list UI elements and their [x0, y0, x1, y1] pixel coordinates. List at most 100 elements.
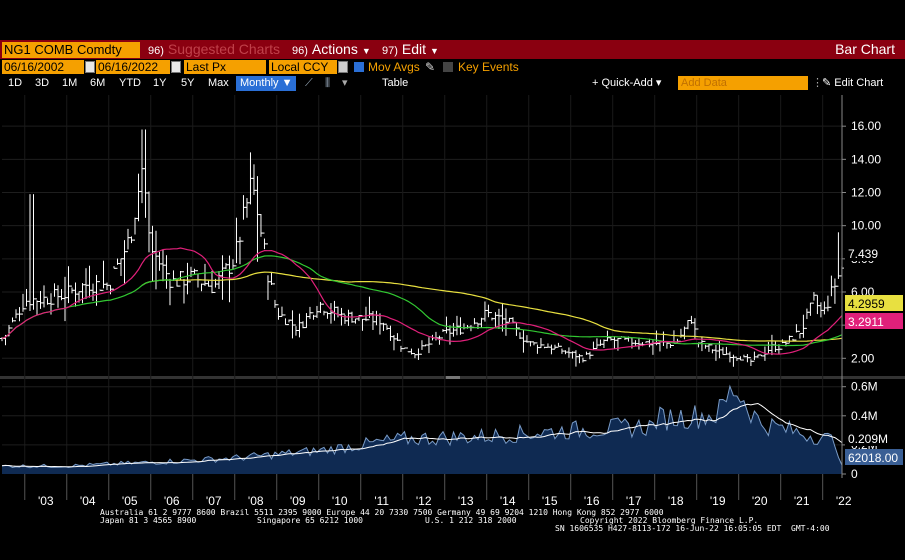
price-bar [157, 251, 162, 271]
price-bar [748, 357, 753, 367]
price-bar [199, 279, 204, 292]
price-bar [332, 300, 337, 321]
price-bar [594, 338, 599, 350]
moving-average-yellow [141, 271, 842, 342]
price-bar [160, 249, 165, 282]
dropdown-icon[interactable] [338, 61, 348, 73]
price-bar [279, 306, 284, 317]
volume-line [1, 384, 843, 469]
price-bar [832, 278, 837, 304]
footer-session: SN 1606535 H427-8113-172 16-Jun-22 16:05… [555, 524, 830, 533]
moving-average-magenta [1, 247, 843, 355]
edit-chart-button[interactable]: ✎ Edit Chart [822, 77, 884, 89]
price-bar [797, 330, 802, 339]
calendar-icon[interactable] [171, 61, 181, 73]
table-button[interactable]: Table [382, 77, 409, 89]
price-bar [374, 310, 379, 326]
price-bar [346, 309, 351, 326]
price-tick-label: 14.00 [851, 152, 881, 166]
key-events-checkbox[interactable] [443, 62, 453, 72]
price-bar [811, 292, 816, 304]
price-bar [132, 217, 137, 241]
header-bar [0, 40, 905, 59]
price-bar [286, 319, 291, 326]
price-bar [223, 262, 228, 270]
price-bar [706, 343, 711, 352]
svg-text:4.2959: 4.2959 [848, 297, 885, 311]
price-bar [311, 312, 316, 320]
chevron-down-icon[interactable]: ▾ [342, 77, 348, 89]
price-bar [202, 263, 207, 286]
period-1d[interactable]: 1D [8, 77, 23, 89]
quick-add-button[interactable]: + Quick-Add ▾ [592, 77, 662, 89]
pencil-icon[interactable]: ✎ [425, 60, 436, 74]
price-bar [143, 129, 148, 218]
end-date-field[interactable]: 06/16/2022 [96, 60, 170, 74]
price-bar [430, 334, 435, 345]
period-1y[interactable]: 1Y [153, 77, 167, 89]
ticker-field[interactable]: NG1 COMB Comdty [2, 42, 140, 58]
currency-select[interactable]: Local CCY [269, 60, 337, 74]
moving-average-green [1, 255, 843, 347]
price-bar [251, 164, 256, 195]
price-bar [458, 317, 463, 335]
bar-chart-icon[interactable]: ⫼ [325, 77, 331, 89]
period-6m[interactable]: 6M [90, 77, 106, 89]
start-date-field[interactable]: 06/16/2002 [2, 60, 84, 74]
actions-menu[interactable]: 96) Actions ▼ [292, 41, 371, 57]
price-bar [773, 341, 778, 352]
price-bar [580, 355, 585, 363]
x-tick-label: '15 [542, 494, 558, 508]
volume-area [2, 386, 842, 474]
price-bar [283, 314, 288, 326]
more-icon[interactable]: ⋮ [812, 77, 823, 89]
frequency-select[interactable]: Monthly ▼ [236, 76, 297, 91]
price-bar [682, 326, 687, 340]
price-bar [325, 311, 330, 319]
price-bar [678, 328, 683, 342]
price-bar [479, 317, 484, 328]
period-max[interactable]: Max [208, 77, 229, 89]
price-bar [17, 307, 22, 322]
price-bar [370, 311, 375, 330]
price-tick-label: 2.00 [851, 351, 875, 365]
price-bar [493, 312, 498, 329]
price-bar [426, 337, 431, 354]
price-bar [423, 344, 428, 347]
svg-text:3.2911: 3.2911 [848, 315, 884, 329]
price-bar [87, 265, 92, 298]
price-bar [766, 341, 771, 355]
price-bar [395, 333, 400, 342]
price-bar [591, 341, 596, 356]
price-bar [381, 322, 386, 331]
price-bar [549, 344, 554, 355]
price-bar [405, 347, 410, 353]
price-bar [13, 309, 18, 322]
price-field-select[interactable]: Last Px [184, 60, 266, 74]
price-bar [412, 353, 417, 359]
price-bar [661, 331, 666, 347]
volume-tick-label: 0.6M [851, 380, 878, 394]
price-bar [825, 295, 830, 312]
price-bar [598, 339, 603, 346]
period-5y[interactable]: 5Y [181, 77, 195, 89]
period-ytd[interactable]: YTD [119, 77, 141, 89]
x-tick-label: '11 [374, 494, 389, 508]
add-data-input[interactable]: Add Data [678, 76, 808, 90]
price-bar [815, 294, 820, 315]
period-1m[interactable]: 1M [62, 77, 78, 89]
pane-resize-handle [446, 376, 460, 379]
price-bar [668, 342, 673, 349]
price-bar [790, 335, 795, 341]
calendar-icon[interactable] [85, 61, 95, 73]
price-bar [342, 313, 347, 324]
price-bar [542, 344, 547, 349]
price-bar [59, 289, 64, 301]
period-3d[interactable]: 3D [35, 77, 50, 89]
edit-menu[interactable]: 97) Edit ▼ [382, 41, 439, 57]
price-bar [101, 260, 106, 291]
suggested-charts-button[interactable]: 96) Suggested Charts [148, 41, 280, 57]
mov-avgs-checkbox[interactable] [354, 62, 364, 72]
line-chart-icon[interactable]: ⟋ [305, 77, 313, 89]
price-bar [759, 354, 764, 357]
